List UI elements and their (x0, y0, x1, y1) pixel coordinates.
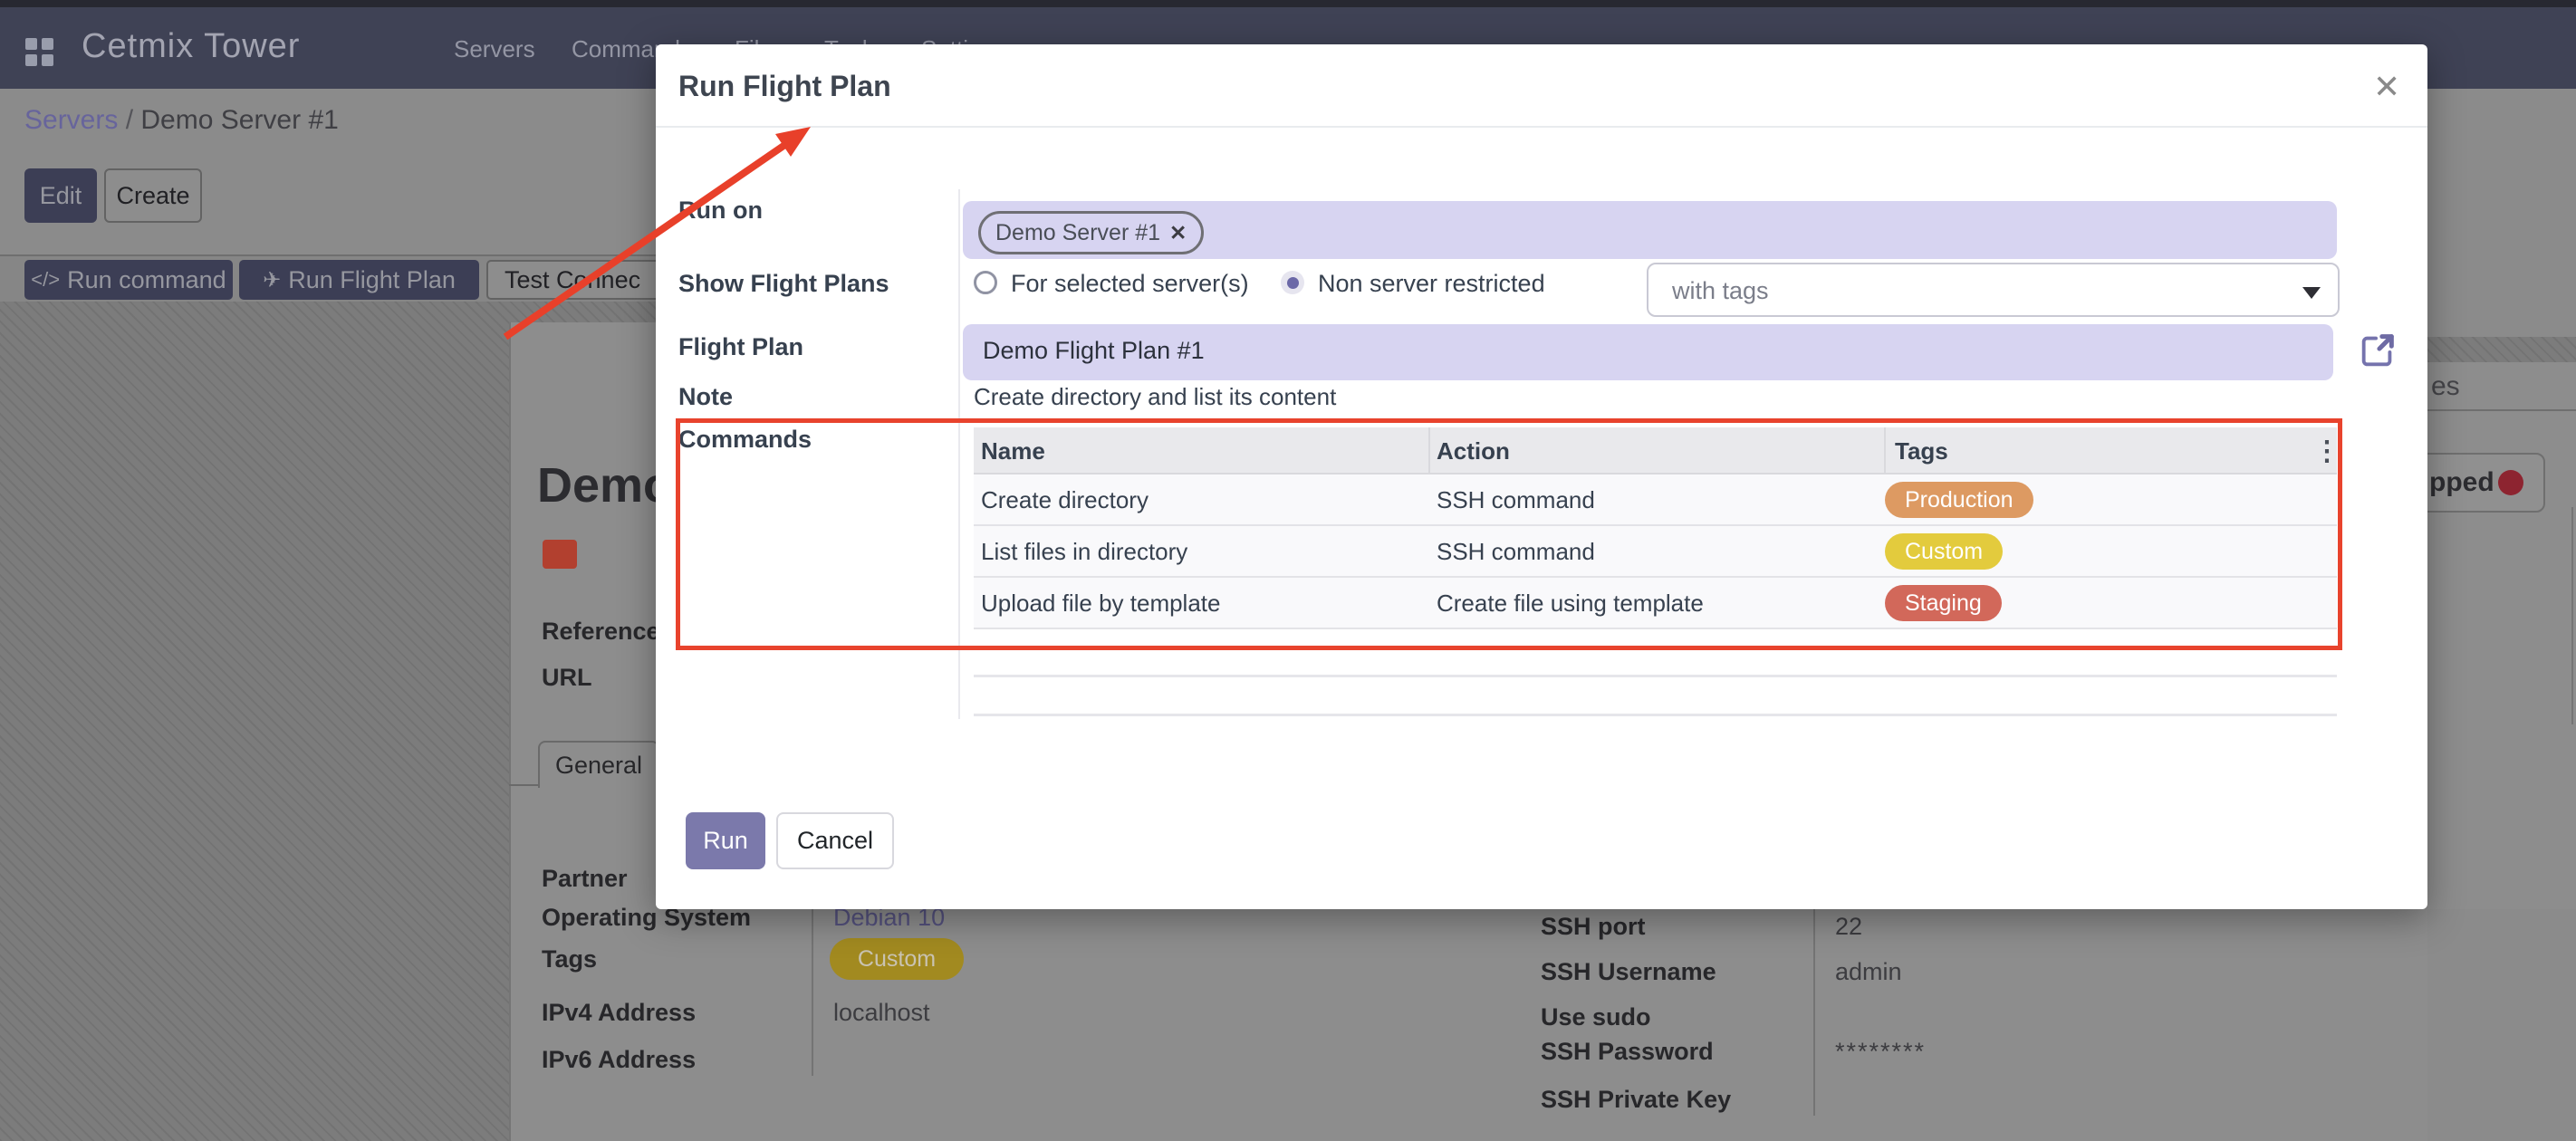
show-flight-plans-label: Show Flight Plans (678, 270, 889, 297)
run-on-label: Run on (678, 197, 763, 224)
run-command-button[interactable]: </> Run command (24, 260, 233, 300)
nav-item-servers[interactable]: Servers (454, 35, 535, 62)
field-rule (974, 714, 2337, 716)
radio-for-selected-servers[interactable] (974, 271, 997, 294)
table-options-icon[interactable]: ⋮ (2313, 436, 2341, 466)
field-divider-right (1813, 909, 1815, 1116)
breadcrumb-current: Demo Server #1 (140, 105, 339, 135)
note-label: Note (678, 383, 733, 410)
field-value-ssh-username: admin (1835, 958, 1902, 985)
status-badge-fragment: pped (2429, 467, 2494, 497)
radio-label-non-server-restricted[interactable]: Non server restricted (1318, 270, 1545, 297)
plane-icon: ✈ (263, 267, 282, 292)
code-icon: </> (31, 268, 61, 291)
breadcrumb-parent[interactable]: Servers (24, 105, 119, 135)
sheet-rule (2427, 409, 2576, 411)
reference-label: Reference (542, 618, 660, 645)
field-value-ipv4: localhost (833, 999, 930, 1026)
commands-label: Commands (678, 426, 812, 453)
url-label: URL (542, 664, 592, 691)
clipped-text-fragment: es (2431, 371, 2460, 401)
tag-badge: Custom (1885, 533, 2004, 570)
note-value: Create directory and list its content (974, 383, 1337, 410)
tag-badge: Staging (1885, 585, 2002, 621)
field-label-ssh-key: SSH Private Key (1541, 1086, 1732, 1113)
field-value-ssh-port: 22 (1835, 913, 1863, 940)
column-name[interactable]: Name (981, 437, 1045, 465)
create-button[interactable]: Create (104, 168, 202, 223)
with-tags-dropdown[interactable]: with tags (1647, 263, 2340, 317)
app-brand: Cetmix Tower (82, 27, 301, 65)
test-connection-button[interactable]: Test Connec (486, 260, 668, 300)
table-row[interactable]: Create directory SSH command Production (974, 475, 2337, 526)
column-tags[interactable]: Tags (1895, 437, 1948, 465)
field-value-ssh-password: ******** (1835, 1038, 1927, 1065)
chevron-down-icon (2302, 287, 2321, 299)
run-button[interactable]: Run (686, 812, 765, 869)
field-divider-left (812, 858, 813, 1076)
column-divider (1884, 427, 1886, 475)
server-title-fragment: Demo (537, 458, 674, 513)
edit-button[interactable]: Edit (24, 168, 97, 223)
server-color-swatch (543, 540, 577, 569)
tag-badge: Production (1885, 482, 2033, 518)
breadcrumb: Servers / Demo Server #1 (24, 105, 339, 135)
tabbar-line (509, 784, 540, 786)
scroll-track[interactable] (974, 675, 2337, 677)
radio-non-server-restricted[interactable] (1281, 271, 1304, 294)
table-row[interactable]: Upload file by template Create file usin… (974, 578, 2337, 629)
divider (0, 254, 656, 256)
field-label-ssh-password: SSH Password (1541, 1038, 1714, 1065)
label-column-divider (958, 189, 960, 719)
field-label-tags: Tags (542, 945, 598, 973)
sheet-edge-line (2571, 507, 2573, 724)
column-action[interactable]: Action (1437, 437, 1510, 465)
statusbar-hatch (2427, 337, 2576, 362)
field-label-ipv4: IPv4 Address (542, 999, 697, 1026)
os-top-strip (0, 0, 2576, 7)
tag-badge-custom: Custom (830, 938, 964, 980)
status-dot (2498, 470, 2523, 495)
table-row[interactable]: List files in directory SSH command Cust… (974, 526, 2337, 578)
commands-table-header (974, 427, 2337, 475)
chip-remove-icon[interactable]: ✕ (1169, 220, 1187, 244)
flight-plan-dropdown[interactable]: Demo Flight Plan #1 (963, 324, 2333, 380)
close-icon[interactable]: ✕ (2373, 68, 2401, 105)
field-label-ssh-username: SSH Username (1541, 958, 1716, 985)
cancel-button[interactable]: Cancel (776, 812, 894, 869)
dialog-title: Run Flight Plan (678, 70, 891, 102)
flight-plan-label: Flight Plan (678, 333, 803, 360)
form-sheet-right (2427, 362, 2576, 909)
apps-grid-icon[interactable] (25, 38, 53, 66)
run-flight-plan-button[interactable]: ✈ Run Flight Plan (239, 260, 479, 300)
tab-general[interactable]: General (538, 741, 659, 788)
field-label-ssh-port: SSH port (1541, 913, 1646, 940)
server-chip[interactable]: Demo Server #1 ✕ (978, 211, 1205, 254)
dialog-header-divider (656, 126, 2427, 128)
column-divider (1428, 427, 1430, 475)
field-label-partner: Partner (542, 865, 628, 892)
field-label-ipv6: IPv6 Address (542, 1046, 697, 1073)
run-flight-plan-dialog: Run Flight Plan ✕ Run on Demo Server #1 … (656, 44, 2427, 909)
field-label-use-sudo: Use sudo (1541, 1003, 1651, 1031)
radio-label-for-selected-servers[interactable]: For selected server(s) (1011, 270, 1249, 297)
external-link-icon[interactable] (2357, 330, 2398, 371)
